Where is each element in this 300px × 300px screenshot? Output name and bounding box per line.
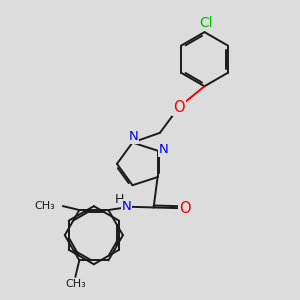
- Text: O: O: [179, 201, 190, 216]
- Text: CH₃: CH₃: [35, 201, 56, 211]
- Text: O: O: [173, 100, 185, 115]
- Text: Cl: Cl: [199, 16, 213, 30]
- Text: H: H: [115, 193, 124, 206]
- Text: N: N: [122, 200, 131, 213]
- Text: N: N: [159, 142, 168, 155]
- Text: N: N: [128, 130, 138, 143]
- Text: CH₃: CH₃: [65, 279, 86, 289]
